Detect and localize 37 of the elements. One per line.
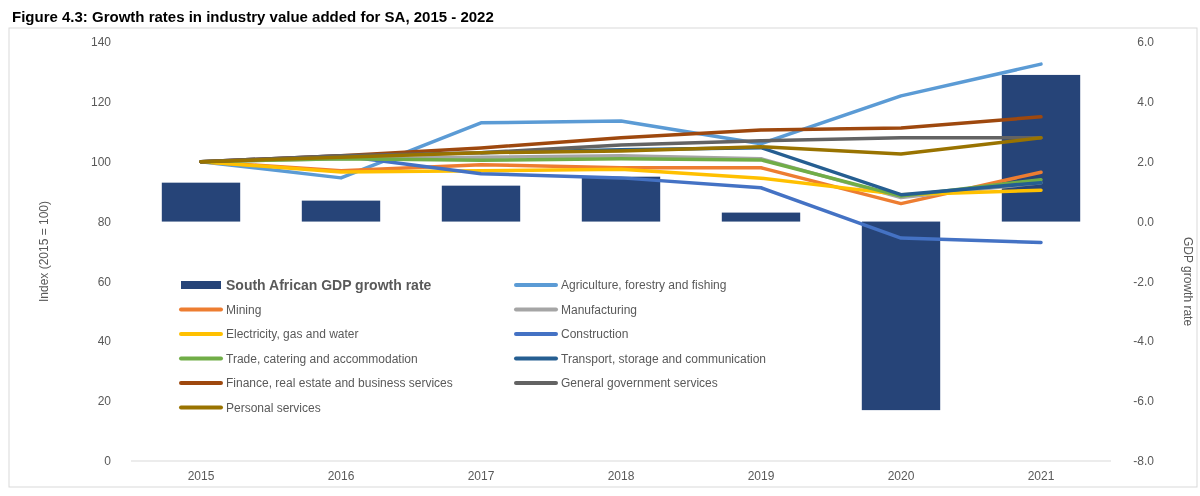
y2-tick-label: -2.0 xyxy=(1133,274,1155,289)
legend-label: South African GDP growth rate xyxy=(226,276,432,293)
x-tick-label: 2015 xyxy=(187,469,215,483)
y-axis-title: Index (2015 = 100) xyxy=(37,200,51,303)
legend-label: Trade, catering and accommodation xyxy=(226,351,418,366)
y-tick-label: 120 xyxy=(90,95,112,110)
y-tick-label: 100 xyxy=(90,154,112,169)
legend-label: General government services xyxy=(561,376,718,391)
legend-label: Personal services xyxy=(226,400,321,415)
y2-tick-label: 4.0 xyxy=(1137,95,1155,110)
legend-label: Transport, storage and communication xyxy=(561,351,766,366)
y-tick-label: 20 xyxy=(97,394,112,409)
y-tick-label: 0 xyxy=(104,454,112,469)
legend-label: Electricity, gas and water xyxy=(226,327,359,342)
y2-tick-label: -8.0 xyxy=(1133,454,1155,469)
legend-label: Manufacturing xyxy=(561,302,638,317)
y2-tick-label: 2.0 xyxy=(1137,154,1155,169)
y-tick-label: 40 xyxy=(97,334,112,349)
x-tick-label: 2019 xyxy=(747,469,775,483)
y2-tick-label: -6.0 xyxy=(1133,394,1155,409)
legend-label: Mining xyxy=(226,302,262,317)
y-tick-label: 60 xyxy=(97,274,112,289)
y2-tick-label: -4.0 xyxy=(1133,334,1155,349)
y-tick-label: 80 xyxy=(97,214,112,229)
y2-tick-label: 0.0 xyxy=(1137,214,1155,229)
x-tick-label: 2016 xyxy=(327,469,355,483)
x-tick-label: 2020 xyxy=(887,469,915,483)
x-tick-label: 2017 xyxy=(467,469,495,483)
y-tick-label: 140 xyxy=(90,35,112,50)
legend-label: Construction xyxy=(561,327,629,342)
x-tick-label: 2018 xyxy=(607,469,635,483)
chart-title: Figure 4.3: Growth rates in industry value added for SA, 2015 - 2022 xyxy=(12,8,494,25)
legend-label: Finance, real estate and business services xyxy=(226,376,453,391)
y2-axis-title: GDP growth rate xyxy=(1181,236,1195,327)
legend-label: Agriculture, forestry and fishing xyxy=(561,278,727,293)
x-tick-label: 2021 xyxy=(1027,469,1055,483)
y2-tick-label: 6.0 xyxy=(1137,35,1155,50)
